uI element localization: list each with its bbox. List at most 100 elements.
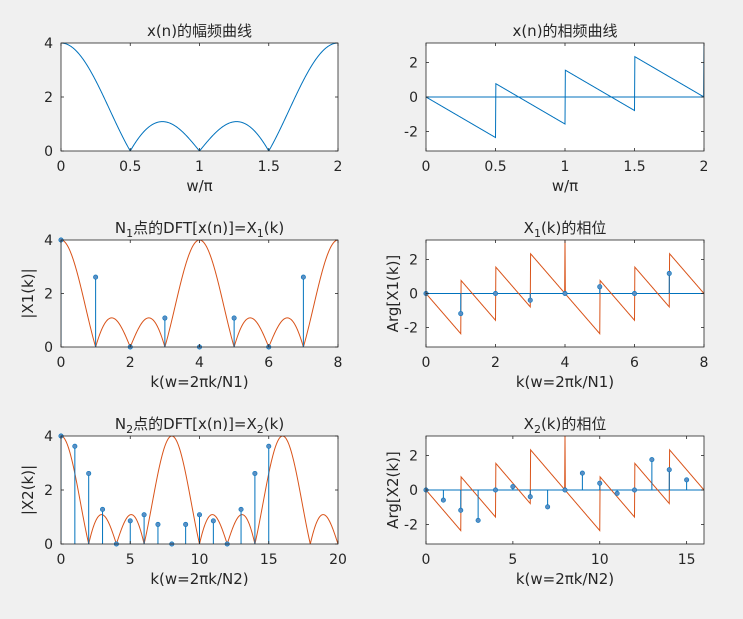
subplot-p2: 0 0.5 1 1.5 2 -2 0 2 x(n)的相频曲线 w/π <box>404 22 708 195</box>
data-layer <box>61 43 338 151</box>
y-axis-label: Arg[X1(k)] <box>384 255 402 333</box>
x-axis-label: k(w=2πk/N2) <box>150 570 248 588</box>
x-tick-label: 0 <box>57 552 66 568</box>
stem-marker <box>527 297 533 303</box>
y-tick-label: 0 <box>44 537 53 553</box>
subplot-title: x(n)的幅频曲线 <box>147 22 252 40</box>
x-tick-label: 2 <box>126 355 135 371</box>
stem-marker <box>510 484 516 490</box>
x-tick-label: 1 <box>195 159 204 175</box>
subplot-p4: 0 2 4 6 8 -2 0 2 X1​(k)的相位 k(w=2πk/N1) Arg[X1(k)] <box>384 219 708 391</box>
stem-marker <box>197 512 203 518</box>
y-tick-label: 2 <box>44 287 53 303</box>
stem-marker <box>300 274 306 280</box>
plot-area <box>61 240 338 347</box>
x-tick-label: 5 <box>126 552 135 568</box>
stem-marker <box>562 290 568 296</box>
x-tick-label: 15 <box>678 552 696 568</box>
dtft-curve <box>426 240 704 335</box>
subplot-title: X2​(k)的相位 <box>524 415 607 436</box>
y-tick-label: -2 <box>404 124 418 140</box>
x-tick-label: 8 <box>700 355 709 371</box>
subplot-title: X1​(k)的相位 <box>524 219 607 240</box>
stem-marker <box>458 311 464 317</box>
stem-marker <box>141 512 147 518</box>
x-tick-label: 4 <box>561 355 570 371</box>
stem-marker <box>162 315 168 321</box>
y-tick-label: 0 <box>409 287 418 303</box>
y-tick-label: 0 <box>409 90 418 106</box>
series-line <box>61 43 338 151</box>
x-tick-label: 0 <box>422 552 431 568</box>
stem-marker <box>597 284 603 290</box>
subplot-title: N2​点的DFT[x(n)]=X2​(k) <box>115 415 284 436</box>
stem-marker <box>183 521 189 527</box>
subplot-p5: 0 5 10 15 20 0 2 4 N2​点的DFT[x(n)]=X2​(k) k(w=2πk/… <box>19 415 347 588</box>
x-tick-label: 10 <box>591 552 609 568</box>
stem-marker <box>266 443 272 449</box>
y-tick-label: 4 <box>44 233 53 249</box>
stem-marker <box>527 494 533 500</box>
x-tick-label: 2 <box>491 355 500 371</box>
x-tick-label: 1.5 <box>258 159 280 175</box>
stem-marker <box>631 487 637 493</box>
data-layer <box>426 43 704 139</box>
dtft-curve <box>426 436 704 532</box>
x-tick-label: 0.5 <box>119 159 141 175</box>
stem-marker <box>666 467 672 473</box>
x-tick-label: 1.5 <box>623 159 645 175</box>
y-axis-label: Arg[X2(k)] <box>384 451 402 529</box>
x-tick-label: 5 <box>508 552 517 568</box>
stem-marker <box>666 270 672 276</box>
stem-marker <box>252 470 258 476</box>
stem-marker <box>631 290 637 296</box>
data-layer <box>61 436 338 544</box>
y-tick-label: 2 <box>44 483 53 499</box>
stem-marker <box>238 506 244 512</box>
stem-marker <box>597 480 603 486</box>
x-tick-label: 2 <box>700 159 709 175</box>
y-tick-label: 4 <box>44 36 53 52</box>
dtft-curve <box>61 240 338 347</box>
x-axis-label: k(w=2πk/N2) <box>516 570 614 588</box>
x-tick-label: 1 <box>561 159 570 175</box>
stem-marker <box>475 517 481 523</box>
stem-marker <box>231 315 237 321</box>
stem-marker <box>684 477 690 483</box>
x-axis-label: k(w=2πk/N1) <box>150 373 248 391</box>
x-tick-label: 2 <box>334 159 343 175</box>
dtft-curve <box>61 436 338 544</box>
y-tick-label: 2 <box>44 90 53 106</box>
subplot-title: x(n)的相频曲线 <box>512 22 617 40</box>
stem-marker <box>155 521 161 527</box>
x-tick-label: 0 <box>422 159 431 175</box>
x-tick-label: 0.5 <box>484 159 506 175</box>
stem-marker <box>86 470 92 476</box>
stem-marker <box>614 490 620 496</box>
stem-marker <box>93 274 99 280</box>
stem-marker <box>127 518 133 524</box>
x-tick-label: 6 <box>264 355 273 371</box>
x-tick-label: 0 <box>422 355 431 371</box>
x-tick-label: 8 <box>334 355 343 371</box>
y-tick-label: -2 <box>404 321 418 337</box>
stem-marker <box>458 507 464 513</box>
stem-marker <box>492 290 498 296</box>
y-tick-label: 0 <box>44 144 53 160</box>
subplot-p3: 0 2 4 6 8 0 2 4 N1​点的DFT[x(n)]=X1​(k) k(w=2πk/N1)… <box>19 219 342 391</box>
y-tick-label: 4 <box>44 429 53 445</box>
x-tick-label: 4 <box>195 355 204 371</box>
stem-marker <box>440 497 446 503</box>
y-axis-label: |X1(k)| <box>19 268 37 318</box>
stem-marker <box>72 443 78 449</box>
y-tick-label: 0 <box>409 483 418 499</box>
stem-marker <box>492 487 498 493</box>
plot-area <box>61 43 338 151</box>
data-layer <box>61 240 338 347</box>
x-tick-label: 20 <box>329 552 347 568</box>
x-tick-label: 0 <box>57 355 66 371</box>
subplot-title: N1​点的DFT[x(n)]=X1​(k) <box>115 219 284 240</box>
y-tick-label: 2 <box>409 449 418 465</box>
